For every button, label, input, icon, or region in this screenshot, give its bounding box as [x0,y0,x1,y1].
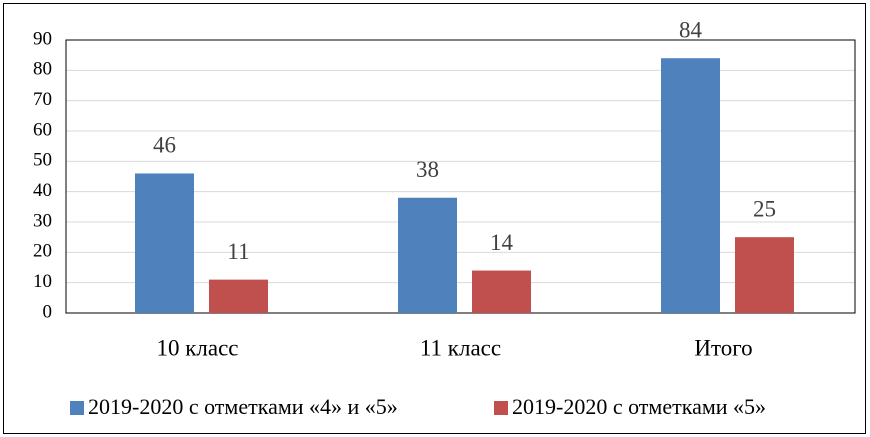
bar [398,197,457,313]
bar [209,279,268,313]
bar [661,58,720,314]
y-tick-label: 10 [33,271,52,292]
x-tick-label: Итого [694,335,752,360]
data-label: 25 [753,196,776,221]
y-tick-label: 80 [33,59,52,80]
bar [735,237,794,313]
data-label: 11 [227,239,249,264]
y-tick-label: 90 [33,28,52,49]
data-label: 46 [153,133,176,158]
y-tick-label: 60 [33,119,52,140]
data-label: 84 [679,17,703,42]
y-tick-label: 30 [33,210,52,231]
y-tick-label: 70 [33,89,52,110]
bar [135,173,194,313]
y-tick-label: 0 [43,301,53,322]
plot-frame [65,39,856,314]
legend-label: 2019-2020 с отметками «4» и «5» [88,394,398,419]
bar [472,270,531,313]
x-tick-label: 10 класс [156,335,238,360]
data-label: 14 [490,230,514,255]
legend-swatch [494,401,508,415]
legend-swatch [70,401,84,415]
y-tick-label: 50 [33,150,52,171]
y-tick-label: 20 [33,241,52,262]
x-tick-label: 11 класс [420,335,501,360]
y-tick-label: 40 [33,180,52,201]
legend-label: 2019-2020 с отметками «5» [512,394,766,419]
data-label: 38 [416,157,439,182]
